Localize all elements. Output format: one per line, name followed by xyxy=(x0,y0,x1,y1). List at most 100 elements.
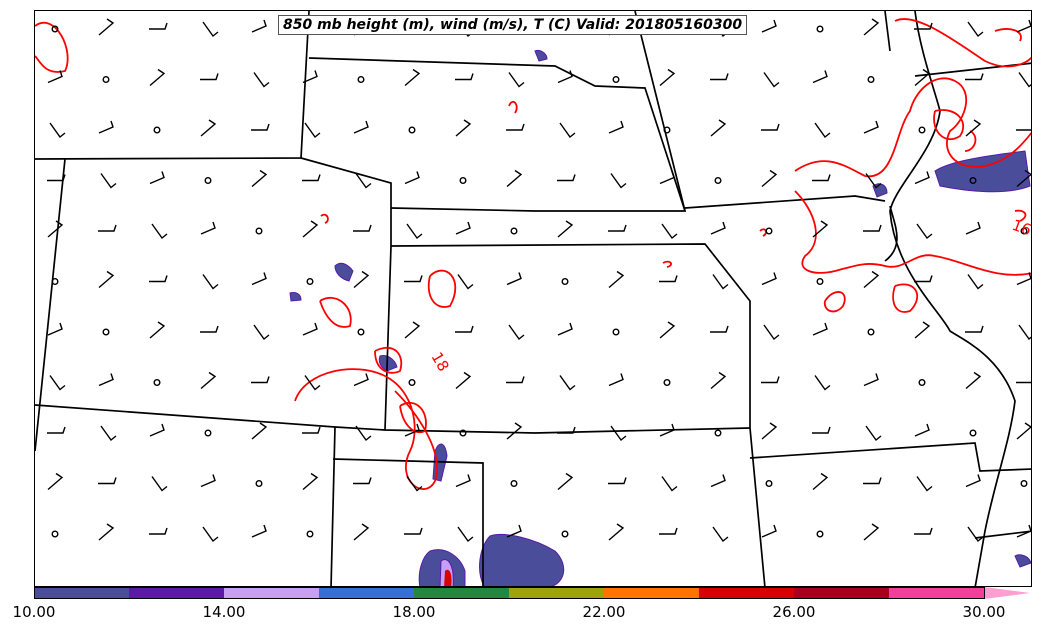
wind-barb xyxy=(557,426,576,434)
wind-barb xyxy=(149,423,165,437)
wind-barb-calm xyxy=(612,75,620,83)
wind-barb xyxy=(455,371,472,390)
wind-barb xyxy=(1016,524,1031,538)
wind-barb xyxy=(149,171,165,185)
wind-barb xyxy=(965,474,981,488)
wind-barb xyxy=(608,373,624,387)
wind-barb-calm xyxy=(102,328,110,336)
wind-barb xyxy=(812,174,831,182)
wind-barb xyxy=(865,173,882,189)
wind-barb xyxy=(659,171,675,185)
colorbar-extend-arrow xyxy=(984,587,1030,599)
wind-barb xyxy=(863,270,880,289)
wind-barb xyxy=(761,19,777,33)
wind-barb xyxy=(761,272,777,286)
wind-barb xyxy=(98,477,117,485)
wind-barb-calm xyxy=(357,75,365,83)
wind-barb xyxy=(353,523,370,541)
wind-barb xyxy=(761,524,777,538)
wind-barb xyxy=(812,220,829,238)
wind-barb xyxy=(455,73,474,81)
wind-barb xyxy=(149,527,168,535)
wind-barb xyxy=(200,371,217,390)
wind-barb xyxy=(353,224,372,232)
wind-barb-calm xyxy=(204,176,212,184)
wind-barb xyxy=(1016,19,1031,33)
wind-barb xyxy=(98,270,115,289)
colorbar-segment xyxy=(319,587,414,599)
colorbar xyxy=(34,587,1030,599)
wind-barb xyxy=(98,120,114,134)
colorbar-segment xyxy=(34,587,129,599)
wind-barb xyxy=(253,72,270,88)
wind-barb xyxy=(763,324,780,341)
wind-barb xyxy=(251,524,267,538)
wind-barb xyxy=(608,477,627,485)
wind-barb xyxy=(251,169,268,188)
map-title: 850 mb height (m), wind (m/s), T (C) Val… xyxy=(278,15,748,35)
wind-barb xyxy=(98,373,114,387)
wind-barb xyxy=(863,120,879,134)
wind-barb xyxy=(455,119,472,137)
wind-barb xyxy=(967,526,984,543)
wind-barb xyxy=(863,373,879,387)
wind-barb xyxy=(47,70,63,84)
contour-label-16: 16 xyxy=(1010,216,1032,239)
wind-barb xyxy=(761,123,780,131)
wind-barb xyxy=(661,223,678,240)
wind-barb xyxy=(506,123,525,131)
wind-barb xyxy=(863,477,882,485)
wind-barb xyxy=(47,426,66,434)
wind-barb xyxy=(557,322,573,336)
wind-barb xyxy=(506,422,523,440)
wind-barb xyxy=(149,275,168,283)
wind-barb-calm xyxy=(969,176,977,184)
wind-barb xyxy=(659,275,678,283)
wind-barb-calm xyxy=(153,126,161,134)
wind-barb-calm xyxy=(306,278,314,286)
colorbar-tick-label: 18.00 xyxy=(392,603,436,621)
wind-barb xyxy=(100,425,117,442)
wind-barb xyxy=(353,477,372,485)
map-panel: 18 16 xyxy=(34,10,1032,587)
wind-barb xyxy=(610,173,627,189)
colorbar-segment xyxy=(509,587,604,599)
wind-barb xyxy=(506,169,523,188)
wind-barb-calm xyxy=(510,480,518,488)
wind-barb xyxy=(659,68,676,87)
colorbar-segment xyxy=(129,587,224,599)
colorbar-segment xyxy=(889,587,984,599)
wind-barb xyxy=(508,324,525,341)
wind-barb xyxy=(302,426,321,434)
wind-barb xyxy=(98,224,117,232)
wind-barb-calm xyxy=(459,176,467,184)
wind-barb xyxy=(304,122,321,139)
wind-barb xyxy=(100,173,117,189)
wind-barb xyxy=(914,275,933,283)
wind-barb xyxy=(149,22,168,30)
wind-barb xyxy=(557,472,574,491)
wind-barbs xyxy=(47,18,1031,543)
colorbar-segment xyxy=(224,587,319,599)
wind-barb-calm xyxy=(816,530,824,538)
wind-barb xyxy=(47,322,63,336)
wind-barb xyxy=(710,371,727,390)
wind-barb xyxy=(965,73,984,81)
wind-barb-calm xyxy=(765,480,773,488)
wind-barb xyxy=(557,174,576,182)
wind-barb xyxy=(965,371,982,390)
wind-barb-calm xyxy=(459,429,467,437)
wind-barb xyxy=(1016,272,1031,286)
wind-barb-calm xyxy=(765,227,773,235)
wind-barb xyxy=(202,526,219,543)
wind-barb xyxy=(557,220,574,238)
wind-barb-calm xyxy=(357,328,365,336)
wind-barb xyxy=(914,68,931,87)
wind-barb-calm xyxy=(1020,227,1028,235)
wind-barb xyxy=(200,221,216,235)
wind-barb xyxy=(200,474,216,488)
wind-barb xyxy=(967,21,984,38)
wind-barb xyxy=(151,476,168,492)
wind-barb-calm xyxy=(663,126,671,134)
wind-barb xyxy=(1016,381,1031,384)
